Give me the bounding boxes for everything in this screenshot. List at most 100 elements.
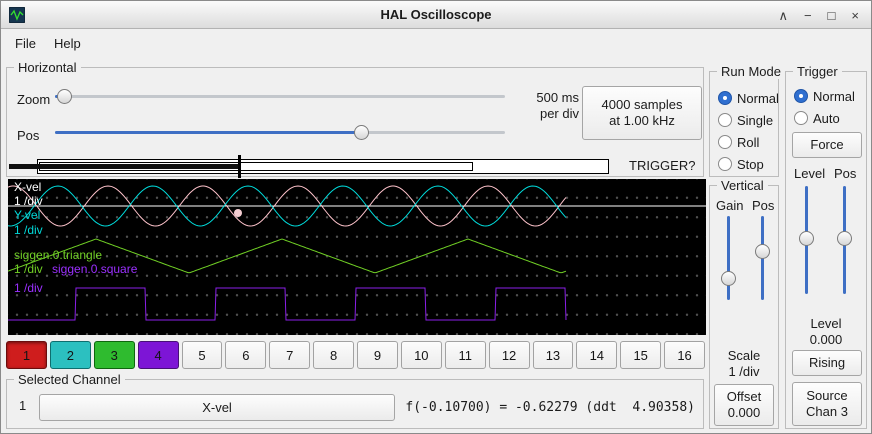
run-mode-section-label: Run Mode [717, 64, 785, 79]
zoom-slider-handle[interactable] [57, 89, 72, 104]
menu-item-file[interactable]: File [15, 35, 36, 51]
trigger-level-slider[interactable] [798, 186, 815, 294]
horizontal-pos-slider-fill [55, 131, 361, 134]
probe-readout: f(-0.10700) = -0.62279 (ddt 4.90358) [405, 400, 695, 415]
channel-button-11[interactable]: 11 [444, 341, 486, 369]
gain-slider[interactable] [720, 216, 737, 300]
horizontal-pos-slider-handle[interactable] [354, 125, 369, 140]
channel-button-12[interactable]: 12 [488, 341, 530, 369]
record-progress-bar [9, 164, 240, 169]
zoom-slider[interactable] [55, 88, 505, 105]
vertical-pos-label: Pos [752, 198, 775, 213]
trigger-level-slider-handle[interactable] [799, 230, 814, 246]
window-title: HAL Oscilloscope [380, 7, 492, 22]
zoom-label: Zoom [17, 92, 51, 107]
channel-button-2[interactable]: 2 [49, 341, 91, 369]
horizontal-pos-slider[interactable] [55, 124, 505, 141]
horizontal-section-label: Horizontal [14, 60, 81, 75]
run-mode-option-roll[interactable]: Roll [718, 134, 759, 150]
menu-item-help[interactable]: Help [53, 35, 81, 51]
trigger-section-label: Trigger [793, 64, 842, 79]
channel-button-1[interactable]: 1 [6, 341, 47, 369]
channel-button-4[interactable]: 4 [137, 341, 179, 369]
vertical-section-label: Vertical [717, 178, 768, 193]
run-mode-option-single[interactable]: Single [718, 112, 773, 128]
offset-button-value: 0.000 [727, 405, 761, 420]
trigger-status-label: TRIGGER? [629, 158, 696, 173]
zoom-slider-trough[interactable] [55, 95, 505, 98]
channel-button-8[interactable]: 8 [313, 341, 354, 369]
trigger-edge-button[interactable]: Rising [792, 350, 862, 376]
channel-button-15[interactable]: 15 [620, 341, 662, 369]
trigger-mode-option-auto-label: Auto [813, 110, 840, 126]
titlebar: HAL Oscilloscope ∧ − □ × [1, 1, 871, 29]
maximize-icon[interactable]: □ [827, 7, 836, 23]
channel-button-5[interactable]: 5 [181, 341, 223, 369]
trigger-mode-option-normal[interactable]: Normal [794, 88, 855, 104]
scope-channel-4-scale: 1 /div [14, 281, 43, 295]
radio-icon[interactable] [794, 89, 808, 103]
minimize-icon[interactable]: − [803, 7, 812, 23]
vertical-section: Vertical Gain Pos Scale 1 /div Offset 0.… [709, 178, 779, 429]
trigger-level-readout-label: Level [810, 316, 842, 331]
trigger-pos-slider-handle[interactable] [837, 230, 852, 246]
shade-icon[interactable]: ∧ [778, 7, 788, 23]
channel-button-row: 1 2 3 4 5 6 7 8 9 10 11 12 13 14 15 16 [6, 341, 705, 369]
trigger-level-label: Level [794, 166, 826, 181]
channel-button-3[interactable]: 3 [93, 341, 135, 369]
record-position-indicator [9, 154, 617, 178]
scope-channel-3-name: siggen.0.triangle [14, 248, 103, 262]
window-controls: ∧ − □ × [778, 1, 859, 29]
channel-button-6[interactable]: 6 [225, 341, 267, 369]
trigger-pos-label: Pos [834, 166, 857, 181]
vertical-pos-slider[interactable] [754, 216, 771, 300]
channel-button-13[interactable]: 13 [532, 341, 574, 369]
square-trace [8, 287, 567, 321]
menubar: File Help [1, 30, 706, 56]
radio-icon[interactable] [718, 157, 732, 171]
trigger-level-readout-value: 0.000 [809, 332, 843, 347]
probe-marker [234, 209, 242, 217]
offset-button[interactable]: Offset 0.000 [714, 384, 774, 426]
channel-button-9[interactable]: 9 [357, 341, 398, 369]
scope-channel-1-scale: 1 /div [14, 194, 43, 208]
selected-channel-number: 1 [19, 398, 27, 413]
trigger-position-tick [238, 155, 241, 178]
scope-display[interactable]: X-vel 1 /div Y-vel 1 /div siggen.0.triangle 1… [8, 179, 706, 335]
record-settings-button[interactable]: 4000 samples at 1.00 kHz [582, 86, 702, 140]
channel-button-10[interactable]: 10 [400, 341, 442, 369]
channel-button-7[interactable]: 7 [269, 341, 311, 369]
sample-rate-line1: 500 ms [536, 90, 579, 105]
sample-rate-readout: 500 ms per div [507, 90, 579, 122]
x-vel-trace [8, 185, 567, 227]
force-button[interactable]: Force [792, 132, 862, 158]
run-mode-option-normal-label: Normal [737, 90, 779, 106]
trigger-source-button[interactable]: Source Chan 3 [792, 382, 862, 426]
gain-slider-trough[interactable] [727, 216, 730, 300]
horizontal-section: Horizontal Zoom 500 ms per div 4000 samp… [6, 60, 704, 178]
trigger-mode-option-auto[interactable]: Auto [794, 110, 840, 126]
selected-channel-section: Selected Channel 1 X-vel f(-0.10700) = -… [6, 372, 704, 429]
radio-icon[interactable] [718, 113, 732, 127]
radio-icon[interactable] [718, 91, 732, 105]
channel-source-button[interactable]: X-vel [39, 394, 395, 421]
channel-button-14[interactable]: 14 [576, 341, 618, 369]
run-mode-option-stop[interactable]: Stop [718, 156, 764, 172]
run-mode-section: Run Mode Normal Single Roll Stop [709, 64, 785, 177]
gain-slider-handle[interactable] [721, 271, 736, 287]
sample-rate-line2: per div [539, 106, 579, 121]
app-icon [9, 7, 25, 23]
radio-icon[interactable] [718, 135, 732, 149]
channel-button-16[interactable]: 16 [664, 341, 705, 369]
close-icon[interactable]: × [851, 7, 859, 23]
scale-value: 1 /div [728, 364, 760, 379]
run-mode-option-roll-label: Roll [737, 134, 760, 150]
trigger-pos-slider[interactable] [836, 186, 853, 294]
run-mode-option-normal[interactable]: Normal [718, 90, 779, 106]
selected-channel-section-label: Selected Channel [14, 372, 125, 387]
vertical-pos-slider-handle[interactable] [755, 244, 770, 260]
scale-label: Scale [727, 348, 761, 363]
scope-channel-2-name: Y-vel [14, 208, 41, 222]
radio-icon[interactable] [794, 111, 808, 125]
